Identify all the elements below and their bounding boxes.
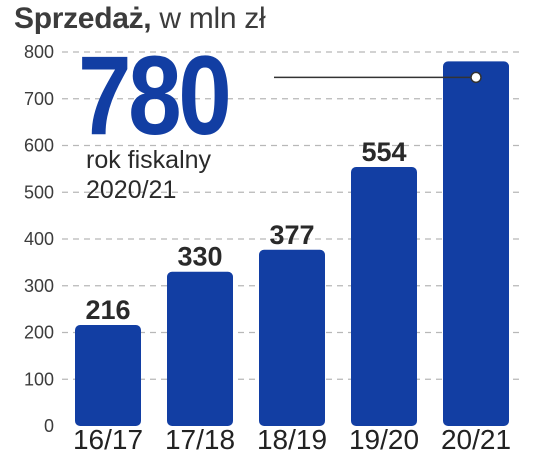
highlight-caption: rok fiskalny 2020/21 xyxy=(86,145,211,205)
value-label-16/17: 216 xyxy=(85,295,130,325)
y-tick-label-0: 0 xyxy=(44,416,54,436)
y-tick-label-500: 500 xyxy=(24,182,54,202)
x-tick-label-18/19: 18/19 xyxy=(257,424,327,455)
y-tick-label-300: 300 xyxy=(24,276,54,296)
y-tick-label-400: 400 xyxy=(24,229,54,249)
bar-18/19 xyxy=(259,249,325,426)
bar-20/21 xyxy=(443,61,509,426)
highlight-caption-line2: 2020/21 xyxy=(86,176,177,204)
value-label-18/19: 377 xyxy=(269,220,314,250)
bar-16/17 xyxy=(75,325,141,426)
chart-title-bold: Sprzedaż, xyxy=(14,2,152,35)
x-tick-label-20/21: 20/21 xyxy=(441,424,511,455)
value-label-17/18: 330 xyxy=(177,242,222,272)
chart-title-unit: w mln zł xyxy=(159,2,266,35)
y-tick-label-600: 600 xyxy=(24,136,54,156)
highlight-value: 780 xyxy=(78,33,232,158)
bar-17/18 xyxy=(167,271,233,426)
y-tick-label-200: 200 xyxy=(24,323,54,343)
chart-title: Sprzedaż, w mln zł xyxy=(14,2,266,36)
bar-19/20 xyxy=(351,167,417,426)
x-tick-label-19/20: 19/20 xyxy=(349,424,419,455)
highlight-caption-line1: rok fiskalny xyxy=(86,146,212,174)
callout-marker xyxy=(470,71,482,84)
y-tick-label-700: 700 xyxy=(24,89,54,109)
y-tick-label-800: 800 xyxy=(24,42,54,62)
value-label-19/20: 554 xyxy=(361,137,406,167)
x-tick-label-17/18: 17/18 xyxy=(165,424,235,455)
y-tick-label-100: 100 xyxy=(24,369,54,389)
x-tick-label-16/17: 16/17 xyxy=(73,424,143,455)
